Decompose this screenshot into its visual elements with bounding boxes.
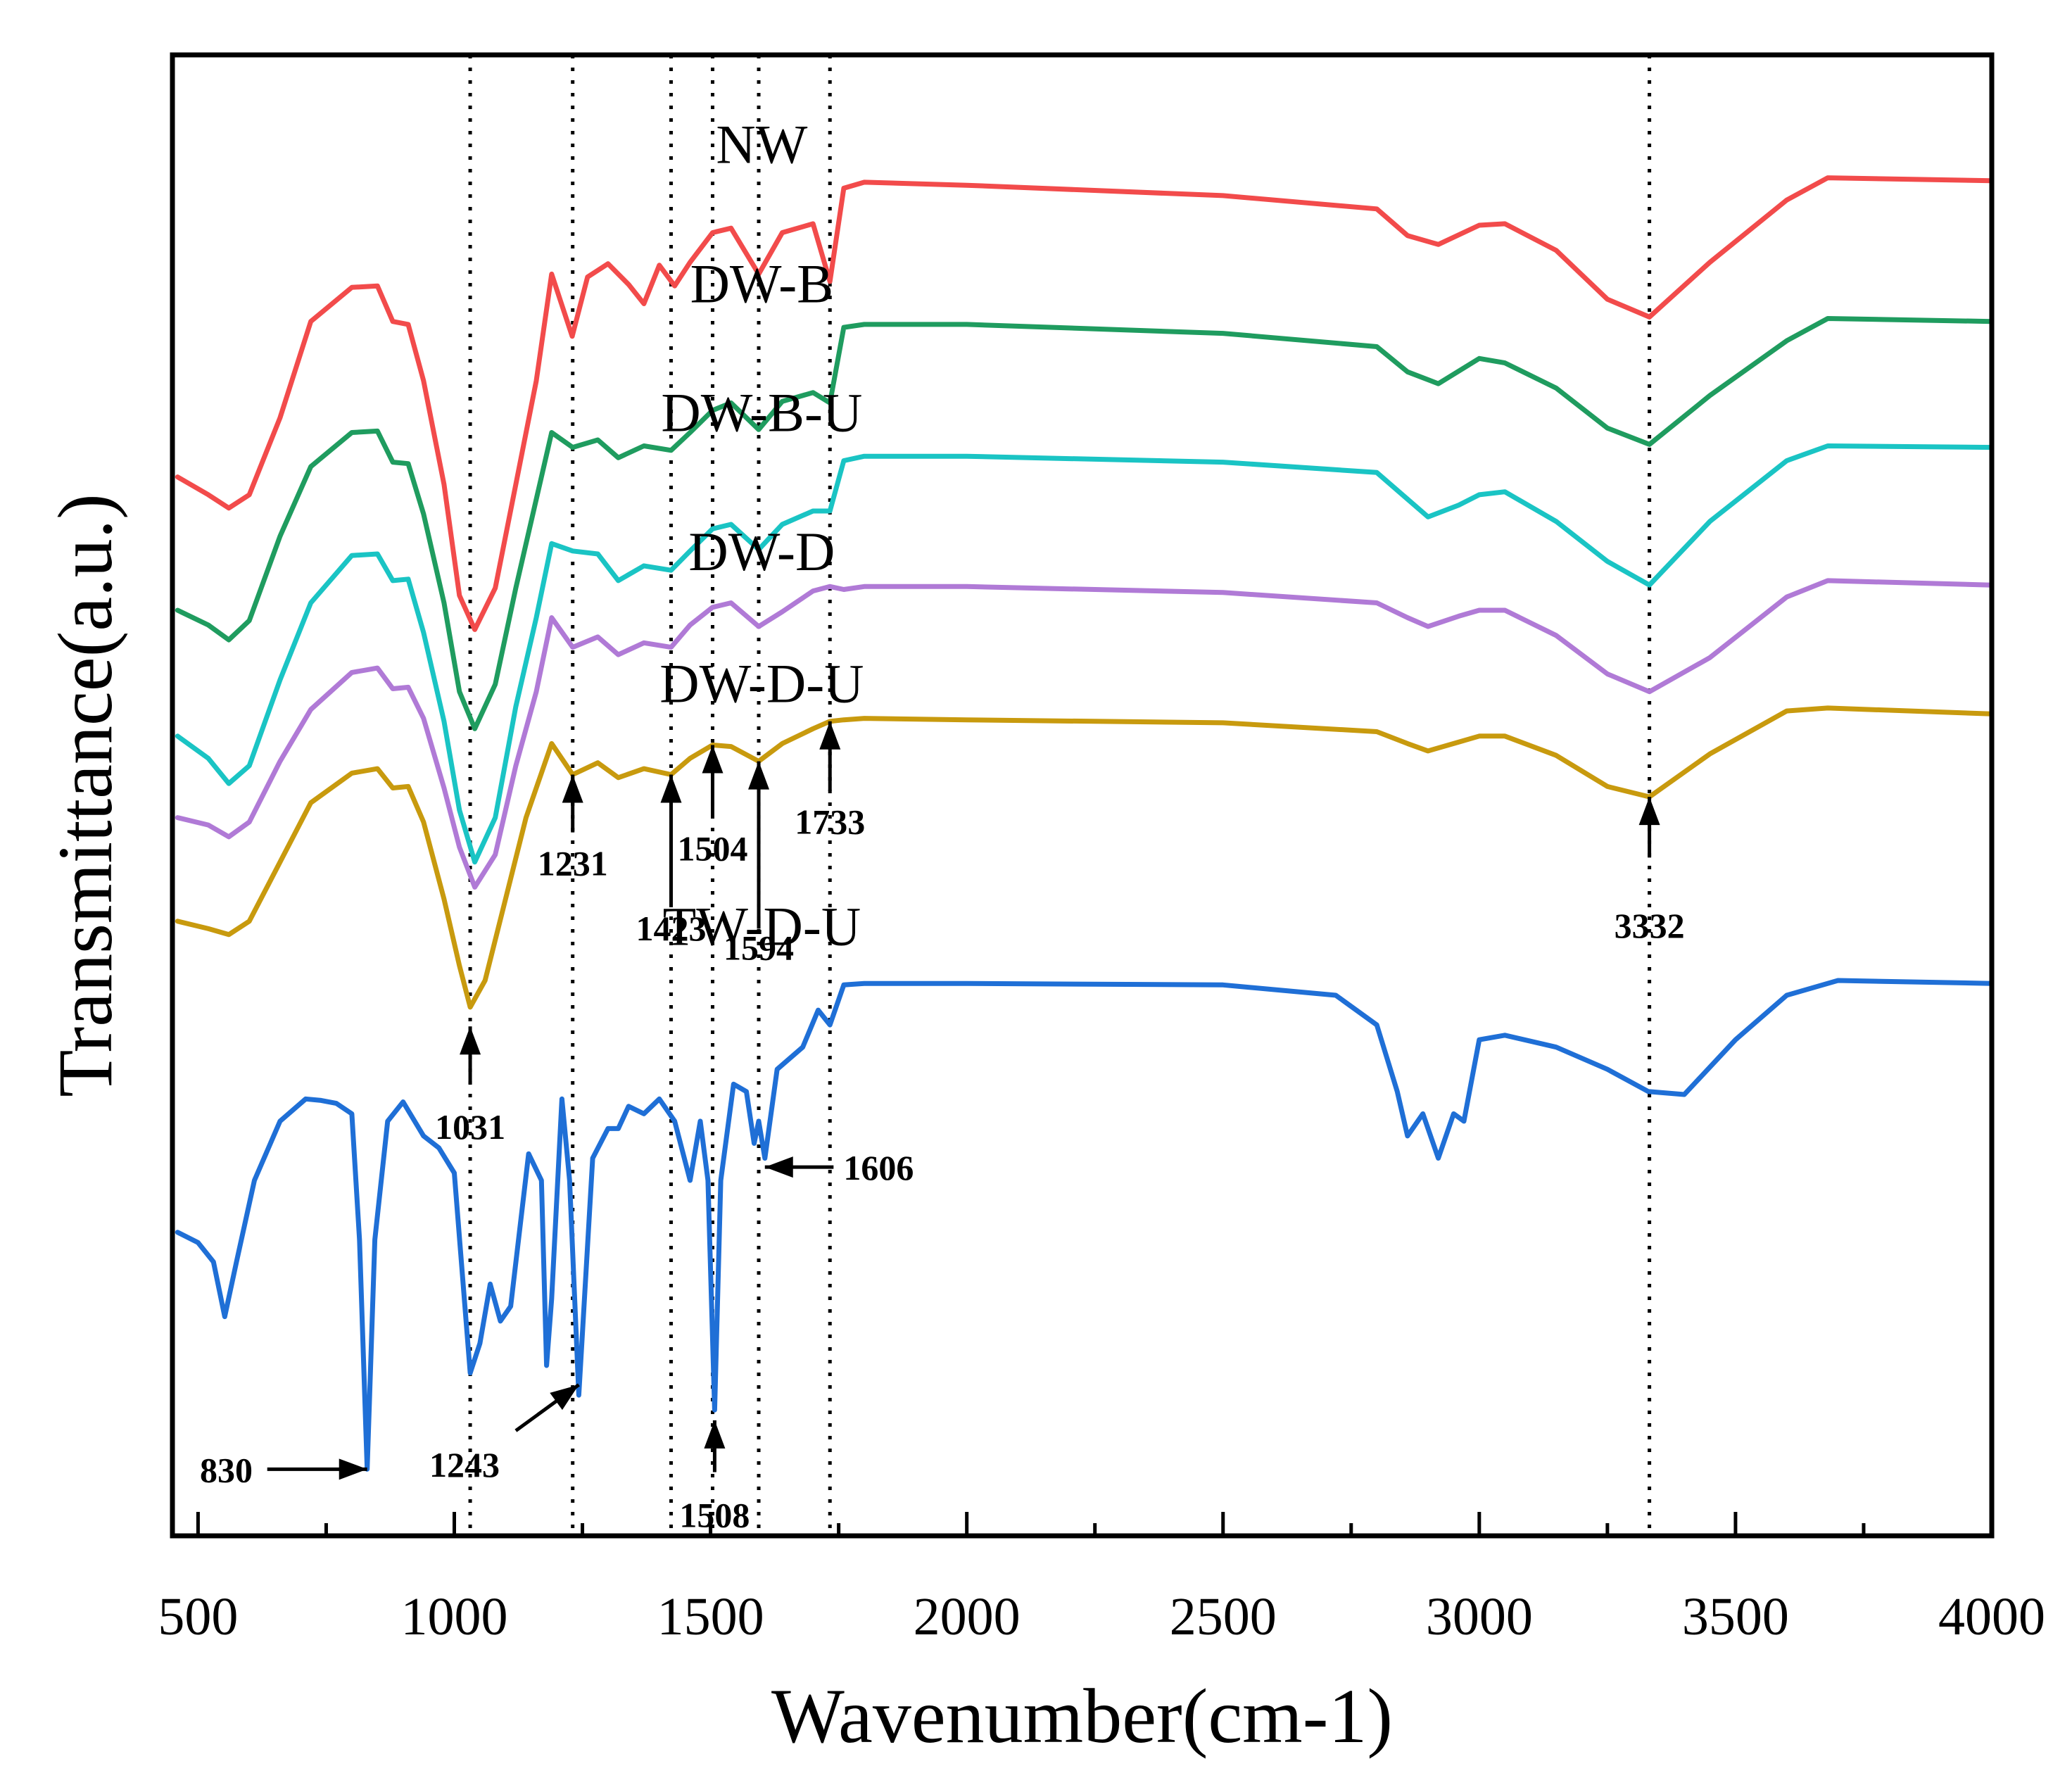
peak-label: 830 (200, 1450, 253, 1489)
annotation-arrow-head (660, 774, 682, 803)
series-label: NW (716, 114, 807, 175)
x-tick-label: 2000 (914, 1587, 1021, 1646)
series-line (175, 175, 1995, 632)
annotation-arrow-head (562, 774, 583, 803)
x-axis-ticks: 500 1000 1500 2000 2500 3000 3500 4000 (158, 1512, 2045, 1646)
reference-lines (468, 55, 1652, 1536)
peak-label: 1504 (677, 829, 747, 869)
plot-frame (170, 52, 1995, 1539)
x-tick-label: 3500 (1682, 1587, 1789, 1646)
x-tick-label: 1000 (400, 1587, 507, 1646)
x-axis-title: Wavenumber(cm-1) (771, 1673, 1393, 1759)
annotation-arrow-head (1638, 797, 1660, 826)
annotation-arrow-head (764, 1156, 793, 1178)
peak-label: 1733 (795, 802, 865, 842)
x-tick-label: 3000 (1426, 1587, 1533, 1646)
series-line (175, 443, 1995, 865)
series-label: DW-B (690, 253, 834, 314)
series-line (175, 978, 1995, 1472)
peak-label: 3332 (1615, 906, 1685, 945)
peak-label: 1423 (636, 909, 707, 948)
series-label: TW-D-U (663, 896, 861, 957)
x-tick-label: 1500 (657, 1587, 764, 1646)
annotation-arrow-head (748, 761, 770, 790)
series-line (175, 316, 1995, 731)
y-axis-title: Transmittance(a.u.) (42, 493, 128, 1097)
annotation-arrow-head (704, 1420, 726, 1449)
series-group: NW DW-B DW-B-U DW-D DW-D-U TW-D-U (175, 114, 1995, 1472)
peak-label: 1231 (538, 844, 608, 883)
series-line (175, 578, 1995, 890)
x-tick-label: 4000 (1938, 1587, 2045, 1646)
annotation-arrow-head (702, 745, 724, 774)
peak-label: 1031 (435, 1107, 505, 1147)
annotation-arrow-head (819, 721, 841, 750)
series-label: DW-D-U (659, 652, 864, 714)
annotations: 1231 1423 1504 1594 1733 3332 1031 1508 830 1606 1… (200, 721, 1685, 1534)
series-line (175, 705, 1995, 1010)
annotation-arrow-head (460, 1026, 481, 1055)
x-tick-label: 500 (158, 1587, 238, 1646)
annotation-arrow-head (339, 1458, 367, 1480)
peak-label: 1594 (724, 928, 794, 968)
x-tick-label: 2500 (1170, 1587, 1277, 1646)
series-label: DW-B-U (661, 381, 862, 443)
annotation-arrow-head (550, 1385, 579, 1411)
series-label: DW-D (688, 521, 835, 582)
peak-label: 1243 (429, 1445, 500, 1484)
peak-label: 1606 (843, 1148, 914, 1187)
peak-label: 1508 (679, 1495, 750, 1534)
